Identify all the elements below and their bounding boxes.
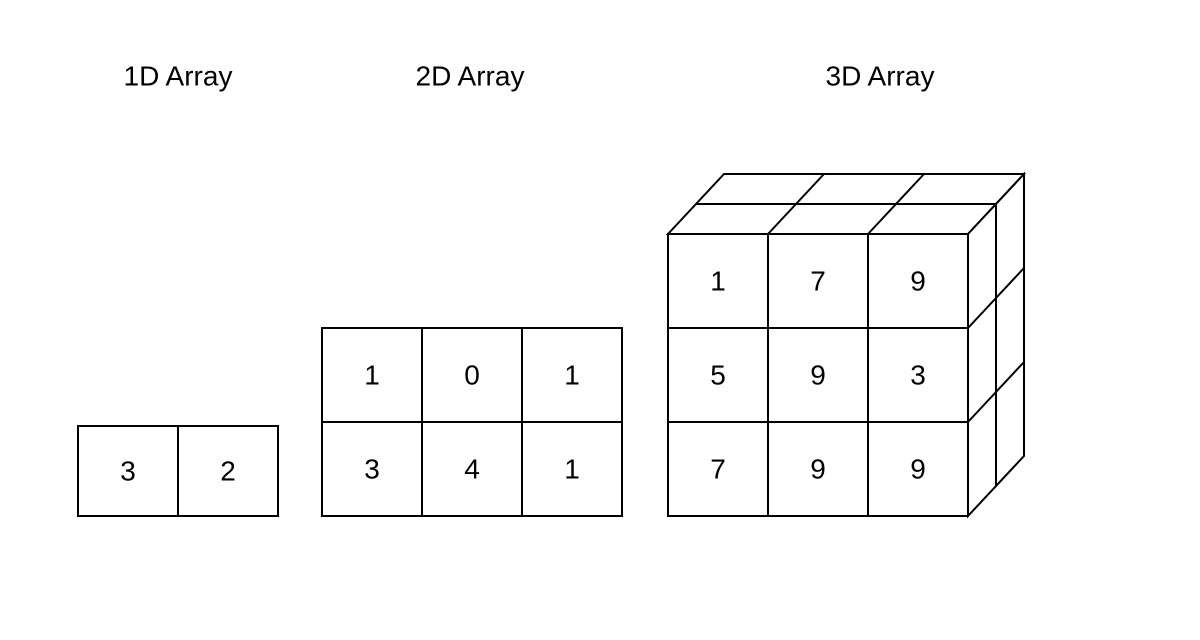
title-3d: 3D Array [826, 60, 935, 91]
array-3d-value: 9 [910, 265, 926, 296]
title-1d: 1D Array [124, 60, 233, 91]
array-1d: 32 [78, 426, 278, 516]
array-2d-value: 1 [364, 359, 380, 390]
array-2d-value: 1 [564, 453, 580, 484]
array-2d-value: 1 [564, 359, 580, 390]
array-1d-value: 3 [120, 455, 136, 486]
array-3d-value: 7 [710, 453, 726, 484]
array-2d: 1 0 1 3 4 1 [322, 328, 622, 516]
array-2d-value: 0 [464, 359, 480, 390]
title-2d: 2D Array [416, 60, 525, 91]
array-3d-value: 3 [910, 359, 926, 390]
array-3d-value: 1 [710, 265, 726, 296]
array-3d-value: 9 [810, 359, 826, 390]
array-3d-value: 9 [810, 453, 826, 484]
array-3d-value: 9 [910, 453, 926, 484]
array-2d-value: 3 [364, 453, 380, 484]
array-3d-value: 7 [810, 265, 826, 296]
array-3d: 1 7 9 5 9 3 7 9 9 [668, 174, 1024, 516]
array-2d-value: 4 [464, 453, 480, 484]
array-3d-value: 5 [710, 359, 726, 390]
array-diagram: 1D Array 32 2D Array 101341 3D Array 179… [0, 0, 1200, 635]
array-1d-value: 2 [220, 455, 236, 486]
